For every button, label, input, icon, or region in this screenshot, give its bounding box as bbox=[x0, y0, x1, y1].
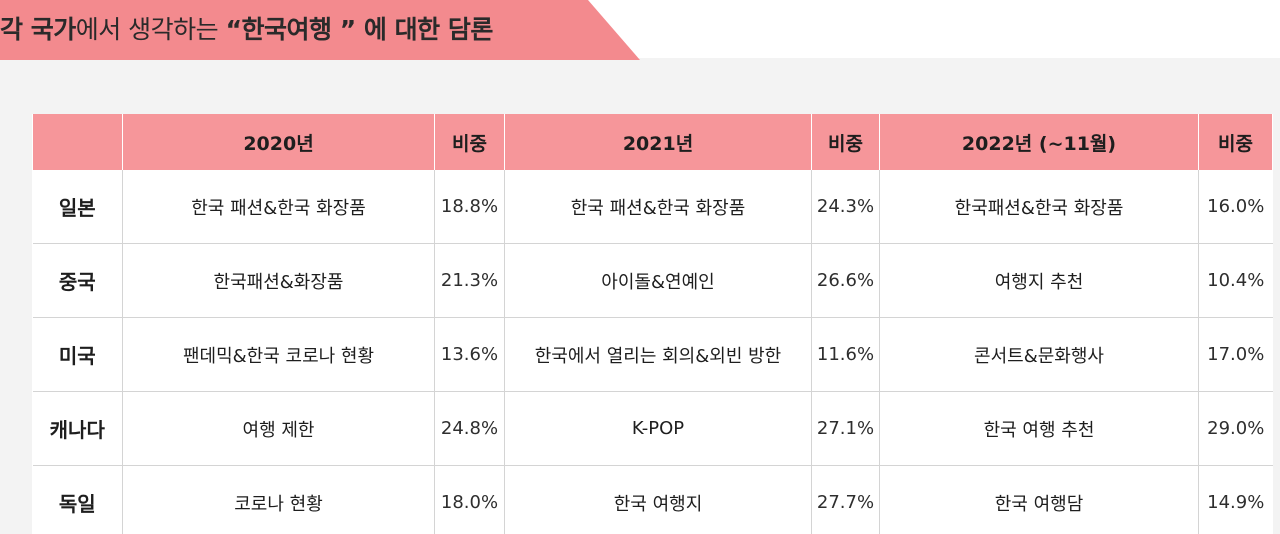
header-share-2021: 비중 bbox=[811, 114, 880, 170]
table-row: 중국 한국패션&화장품 21.3% 아이돌&연예인 26.6% 여행지 추천 1… bbox=[32, 243, 1273, 318]
share-cell: 24.8% bbox=[434, 391, 505, 466]
topic-cell: 한국 여행지 bbox=[504, 465, 812, 534]
share-cell: 10.4% bbox=[1198, 243, 1273, 318]
topic-cell: 한국 여행담 bbox=[879, 465, 1199, 534]
topic-cell: 한국 여행 추천 bbox=[879, 391, 1199, 466]
share-cell: 27.1% bbox=[811, 391, 880, 466]
table-row: 캐나다 여행 제한 24.8% K-POP 27.1% 한국 여행 추천 29.… bbox=[32, 391, 1273, 466]
share-cell: 18.0% bbox=[434, 465, 505, 534]
table-row: 일본 한국 패션&한국 화장품 18.8% 한국 패션&한국 화장품 24.3%… bbox=[32, 170, 1273, 244]
header-share-2022: 비중 bbox=[1198, 114, 1273, 170]
header-country bbox=[32, 114, 123, 170]
table-row: 독일 코로나 현황 18.0% 한국 여행지 27.7% 한국 여행담 14.9… bbox=[32, 465, 1273, 534]
topic-cell: 한국 패션&한국 화장품 bbox=[504, 170, 812, 244]
header-share-2020: 비중 bbox=[434, 114, 505, 170]
share-cell: 27.7% bbox=[811, 465, 880, 534]
topic-cell: 한국 패션&한국 화장품 bbox=[122, 170, 435, 244]
share-cell: 21.3% bbox=[434, 243, 505, 318]
country-cell: 캐나다 bbox=[32, 391, 123, 466]
topic-cell: 콘서트&문화행사 bbox=[879, 317, 1199, 392]
header-row: 2020년 비중 2021년 비중 2022년 (~11월) 비중 bbox=[32, 114, 1273, 170]
header-2020: 2020년 bbox=[122, 114, 435, 170]
topic-cell: 여행지 추천 bbox=[879, 243, 1199, 318]
topic-cell: 한국패션&한국 화장품 bbox=[879, 170, 1199, 244]
share-cell: 18.8% bbox=[434, 170, 505, 244]
country-cell: 미국 bbox=[32, 317, 123, 392]
country-cell: 일본 bbox=[32, 170, 123, 244]
title-part-korea-travel: “한국여행 ” bbox=[225, 15, 357, 44]
header-2021: 2021년 bbox=[504, 114, 812, 170]
share-cell: 14.9% bbox=[1198, 465, 1273, 534]
country-cell: 독일 bbox=[32, 465, 123, 534]
share-cell: 24.3% bbox=[811, 170, 880, 244]
topic-cell: 한국에서 열리는 회의&외빈 방한 bbox=[504, 317, 812, 392]
share-cell: 26.6% bbox=[811, 243, 880, 318]
country-cell: 중국 bbox=[32, 243, 123, 318]
topic-cell: 코로나 현황 bbox=[122, 465, 435, 534]
page-title: 각 국가에서 생각하는 “한국여행 ” 에 대한 담론 bbox=[0, 14, 493, 46]
title-part-country: 각 국가 bbox=[0, 15, 76, 44]
share-cell: 11.6% bbox=[811, 317, 880, 392]
table-row: 미국 팬데믹&한국 코로나 현황 13.6% 한국에서 열리는 회의&외빈 방한… bbox=[32, 317, 1273, 392]
discourse-table: 2020년 비중 2021년 비중 2022년 (~11월) 비중 일본 한국 … bbox=[32, 114, 1273, 534]
topic-cell: 한국패션&화장품 bbox=[122, 243, 435, 318]
topic-cell: 팬데믹&한국 코로나 현황 bbox=[122, 317, 435, 392]
share-cell: 13.6% bbox=[434, 317, 505, 392]
share-cell: 17.0% bbox=[1198, 317, 1273, 392]
title-part-thinking: 에서 생각하는 bbox=[75, 15, 226, 44]
topic-cell: K-POP bbox=[504, 391, 812, 466]
title-banner bbox=[0, 0, 640, 60]
title-part-discourse: 에 대한 담론 bbox=[355, 15, 493, 44]
share-cell: 29.0% bbox=[1198, 391, 1273, 466]
share-cell: 16.0% bbox=[1198, 170, 1273, 244]
topic-cell: 아이돌&연예인 bbox=[504, 243, 812, 318]
header-2022: 2022년 (~11월) bbox=[879, 114, 1199, 170]
topic-cell: 여행 제한 bbox=[122, 391, 435, 466]
